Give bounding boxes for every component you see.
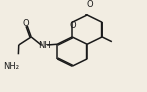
Text: NH: NH bbox=[38, 41, 51, 50]
Text: O: O bbox=[69, 21, 76, 30]
Text: O: O bbox=[22, 19, 29, 28]
Text: NH₂: NH₂ bbox=[3, 62, 19, 71]
Text: O: O bbox=[86, 0, 93, 9]
